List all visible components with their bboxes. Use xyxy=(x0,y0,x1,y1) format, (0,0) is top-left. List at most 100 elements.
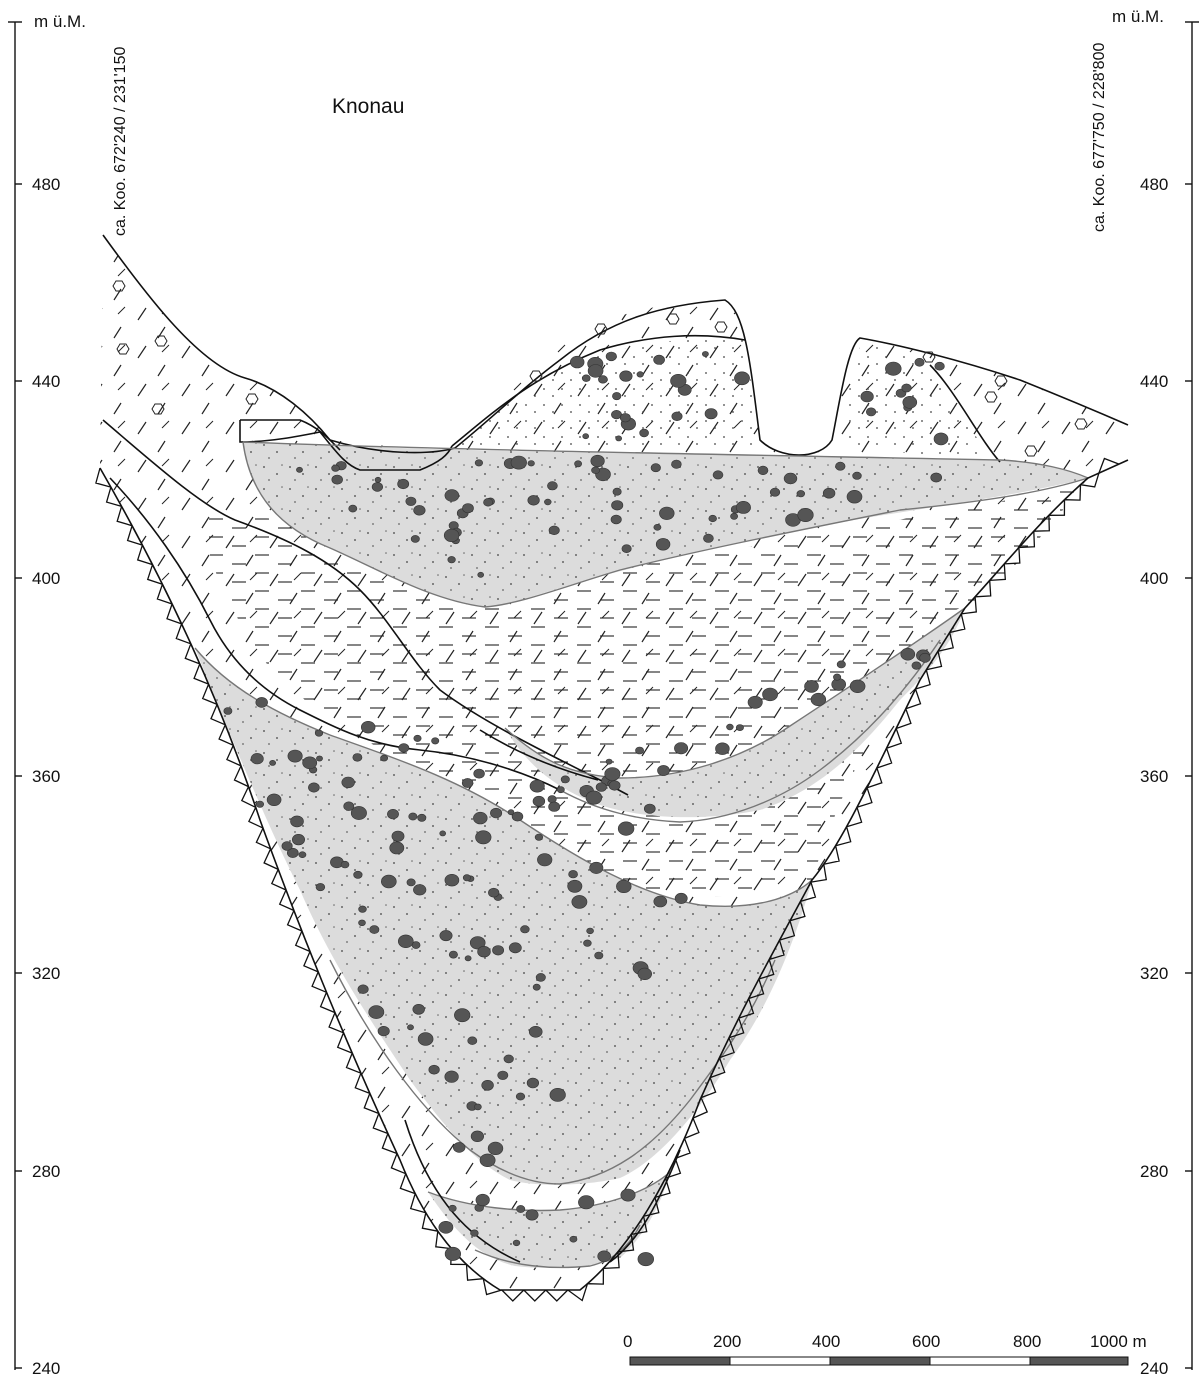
pebble xyxy=(348,504,358,513)
pebble xyxy=(537,853,553,867)
pebble xyxy=(350,806,367,820)
pebble xyxy=(902,395,918,409)
pebble xyxy=(331,464,340,472)
pebbles xyxy=(112,280,1088,1267)
pebble xyxy=(308,782,320,793)
pebble xyxy=(475,1193,490,1207)
right-axis-tick: 400 xyxy=(1140,569,1168,588)
cobble xyxy=(245,393,259,405)
pebble xyxy=(643,803,656,814)
pebble xyxy=(413,505,426,516)
pebble xyxy=(291,833,305,846)
scale-bar-label: 600 xyxy=(912,1332,940,1351)
pebble xyxy=(438,1221,454,1234)
cobble xyxy=(922,351,936,363)
left-axis-tick: 360 xyxy=(32,767,60,786)
pebble xyxy=(594,951,604,960)
pebble xyxy=(266,793,282,806)
pebble xyxy=(444,873,460,887)
cobble xyxy=(1024,445,1038,457)
pebble xyxy=(368,1005,385,1019)
pebble xyxy=(619,413,631,423)
pebble xyxy=(353,870,363,879)
pebble xyxy=(527,495,540,506)
pebble xyxy=(406,878,416,887)
pebble xyxy=(671,411,683,421)
pebble xyxy=(582,433,590,440)
unit-boundaries xyxy=(102,234,1129,1269)
pebble xyxy=(357,984,369,994)
pebble xyxy=(548,801,561,812)
pebble xyxy=(836,660,846,669)
left-axis-tick: 240 xyxy=(32,1359,60,1378)
pebble xyxy=(369,925,380,934)
pebble xyxy=(657,765,670,776)
pebble xyxy=(408,812,418,821)
pebble xyxy=(934,361,945,371)
pebble xyxy=(835,461,846,471)
pebble xyxy=(286,847,299,858)
pebble xyxy=(444,1246,462,1261)
figure-title: Knonau xyxy=(332,95,404,118)
pebble xyxy=(900,647,916,661)
pebble xyxy=(586,927,594,935)
pebble xyxy=(515,1092,526,1101)
pebble xyxy=(590,454,605,468)
pebble xyxy=(255,800,265,808)
pebble xyxy=(469,936,486,950)
pebble xyxy=(617,821,635,836)
pebble xyxy=(477,945,491,958)
pebble xyxy=(548,525,560,535)
pebble xyxy=(653,895,668,908)
pebble xyxy=(343,801,355,811)
pebble xyxy=(497,1070,509,1080)
pebble xyxy=(914,357,925,367)
pebble xyxy=(674,892,688,904)
scale-bar-label: 1000 m xyxy=(1090,1332,1147,1351)
pebble xyxy=(490,807,503,819)
pebble xyxy=(527,460,535,467)
pebble xyxy=(534,833,544,841)
pebble xyxy=(671,459,682,469)
pebble xyxy=(747,695,763,709)
pebble xyxy=(462,503,474,514)
pebble xyxy=(503,1054,514,1064)
pebble xyxy=(653,523,662,531)
pebble xyxy=(589,861,604,874)
pebble xyxy=(670,373,687,388)
pebble xyxy=(371,482,384,492)
pebble xyxy=(611,500,624,511)
pebble xyxy=(919,652,931,663)
pebble xyxy=(544,498,552,506)
pebble xyxy=(865,407,877,417)
pebble xyxy=(568,870,578,879)
pebble xyxy=(341,776,355,789)
pebble xyxy=(619,370,633,382)
pebble xyxy=(475,830,492,845)
pebble xyxy=(407,1024,414,1031)
left-axis: 480 440 400 360 320 280 240 m ü.M. ca. Koo. 67… xyxy=(8,12,129,1378)
pebble xyxy=(852,471,862,480)
pebble xyxy=(331,474,343,485)
pebble xyxy=(296,466,303,473)
bedrock-teeth xyxy=(95,457,1120,1302)
pebble xyxy=(605,758,613,765)
pebble xyxy=(281,841,293,851)
pebble xyxy=(467,1036,478,1045)
pebble xyxy=(444,1070,459,1083)
pebble xyxy=(397,478,410,490)
pebble xyxy=(796,490,805,498)
pebble xyxy=(448,1204,457,1212)
pebble xyxy=(511,811,524,822)
pebble xyxy=(556,786,565,794)
pebble xyxy=(571,895,588,909)
pebble xyxy=(481,1080,494,1091)
pebble xyxy=(620,1188,636,1202)
pebble xyxy=(783,472,798,485)
pebble xyxy=(639,428,649,438)
right-axis-tick: 320 xyxy=(1140,964,1168,983)
pebble xyxy=(930,472,943,483)
pebble xyxy=(473,768,485,779)
left-axis-tick: 280 xyxy=(32,1162,60,1181)
